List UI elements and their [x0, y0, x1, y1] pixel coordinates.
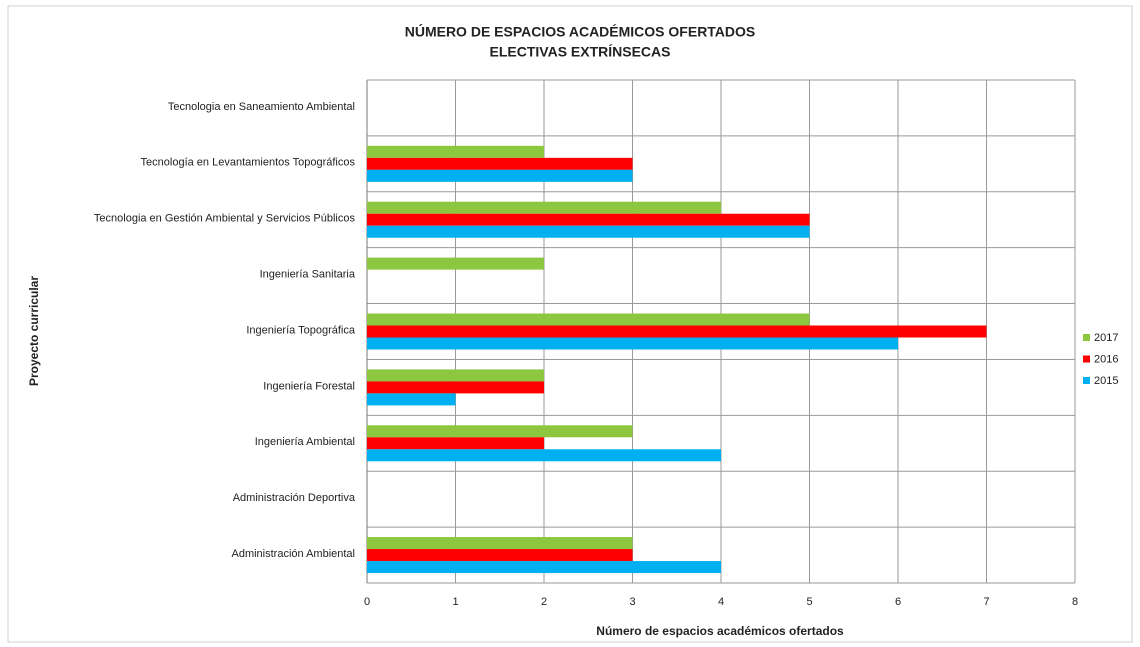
x-tick-label: 7 — [983, 596, 989, 608]
bar — [367, 425, 633, 438]
x-tick-label: 0 — [364, 596, 370, 608]
y-tick-label: Tecnologia en Gestión Ambiental y Servic… — [94, 213, 356, 225]
x-tick-label: 8 — [1072, 596, 1078, 608]
legend-swatch — [1083, 334, 1090, 341]
legend-label: 2015 — [1094, 375, 1118, 387]
y-tick-label: Administración Deportiva — [233, 492, 356, 504]
x-tick-label: 5 — [806, 596, 812, 608]
bar — [367, 201, 721, 214]
bar — [367, 369, 544, 382]
y-axis-label: Proyecto curricular — [27, 276, 41, 386]
y-tick-label: Ingeniería Ambiental — [255, 436, 355, 448]
y-tick-label: Ingeniería Topográfica — [246, 324, 356, 336]
legend-swatch — [1083, 377, 1090, 384]
bar — [367, 337, 898, 350]
bar — [367, 437, 544, 450]
bar — [367, 169, 633, 182]
x-tick-label: 1 — [452, 596, 458, 608]
bar — [367, 257, 544, 270]
chart-title: NÚMERO DE ESPACIOS ACADÉMICOS OFERTADOS — [405, 23, 756, 40]
bar — [367, 213, 810, 226]
bar — [367, 393, 456, 406]
legend-label: 2017 — [1094, 332, 1118, 344]
x-tick-label: 3 — [629, 596, 635, 608]
x-tick-label: 6 — [895, 596, 901, 608]
bar — [367, 537, 633, 550]
bar — [367, 325, 987, 338]
bar — [367, 225, 810, 238]
y-tick-label: Tecnologia en Saneamiento Ambiental — [168, 101, 355, 113]
bar — [367, 561, 721, 574]
legend-label: 2016 — [1094, 353, 1118, 365]
bar — [367, 313, 810, 326]
legend-swatch — [1083, 355, 1090, 363]
bar — [367, 157, 633, 170]
y-tick-label: Ingeniería Sanitaria — [260, 269, 356, 281]
chart-subtitle: ELECTIVAS EXTRÍNSECAS — [490, 44, 671, 60]
y-tick-label: Tecnología en Levantamientos Topográfico… — [141, 157, 356, 169]
bar — [367, 381, 544, 394]
bar — [367, 549, 633, 562]
x-tick-label: 2 — [541, 596, 547, 608]
y-tick-label: Administración Ambiental — [231, 548, 355, 560]
x-axis-label: Número de espacios académicos ofertados — [596, 624, 844, 638]
x-tick-label: 4 — [718, 596, 724, 608]
bar — [367, 449, 721, 462]
bar — [367, 145, 544, 158]
y-tick-label: Ingeniería Forestal — [263, 380, 355, 392]
